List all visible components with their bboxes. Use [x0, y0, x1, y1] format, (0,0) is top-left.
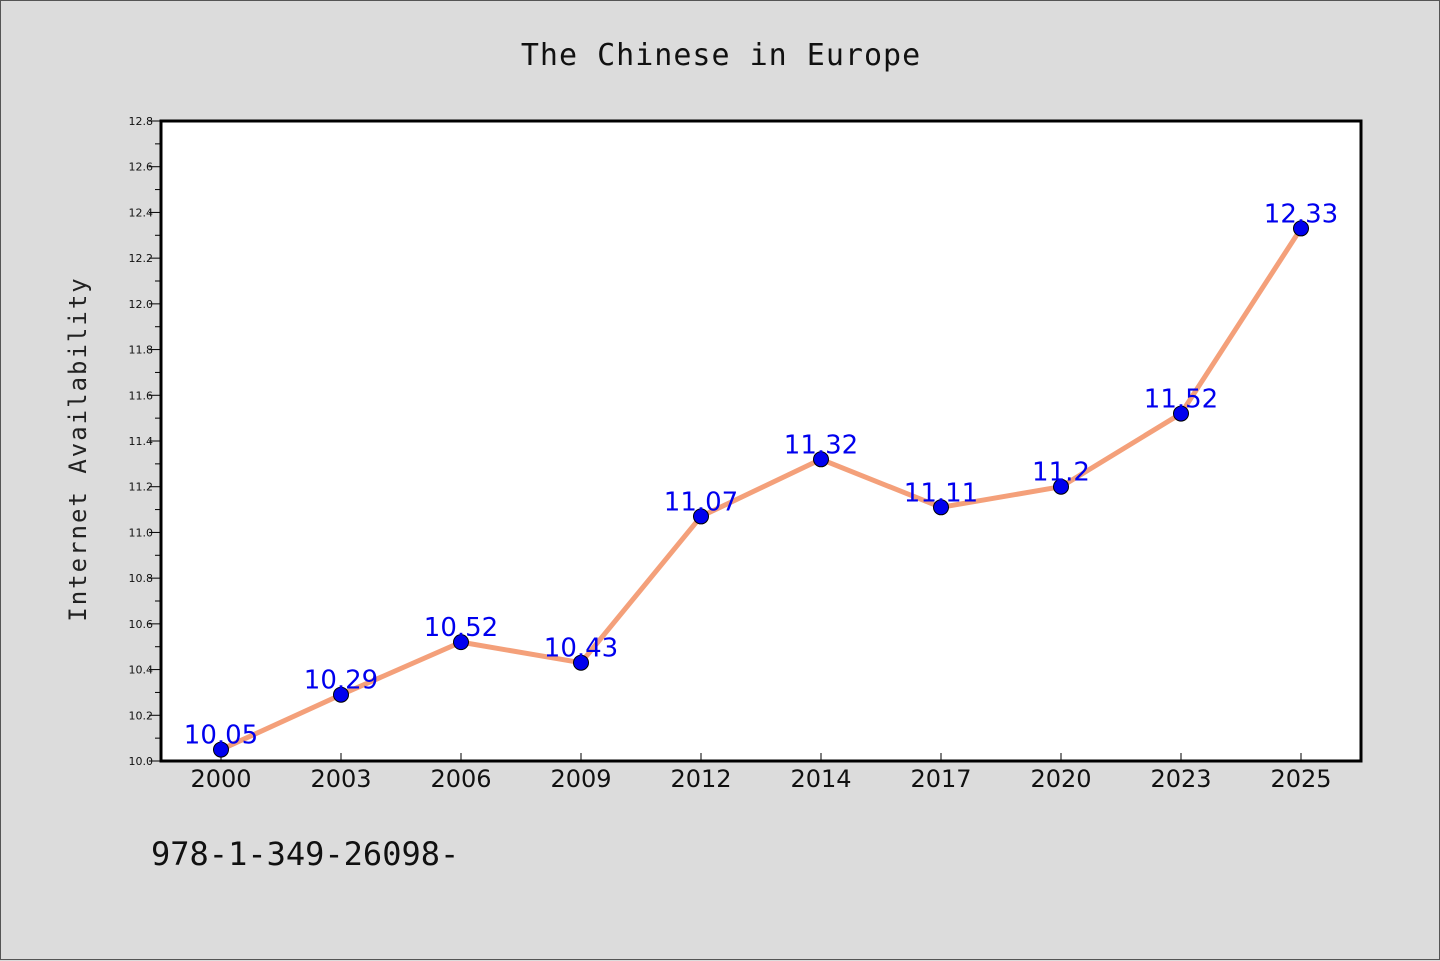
y-tick-label: 12.2	[129, 252, 154, 265]
x-tick-label: 2014	[790, 765, 851, 793]
y-tick-label: 10.0	[129, 755, 154, 768]
y-tick-label: 11.2	[129, 481, 154, 494]
x-tick-label: 2025	[1270, 765, 1331, 793]
x-axis-ticks: 2000 2003 2006 2009 2012 2014 2017 2020 2023 2025	[190, 753, 1332, 793]
y-tick-label: 12.4	[129, 206, 154, 219]
x-tick-label: 2000	[190, 765, 251, 793]
series-line	[218, 225, 1304, 753]
y-tick-label: 12.6	[129, 161, 154, 174]
x-tick-label: 2017	[910, 765, 971, 793]
data-label: 11.2	[1032, 458, 1090, 488]
data-label: 10.43	[544, 634, 618, 664]
data-label: 10.52	[424, 613, 498, 643]
chart-title: The Chinese in Europe	[521, 38, 921, 73]
y-tick-label: 10.6	[129, 618, 154, 631]
plot-area	[159, 119, 1363, 763]
data-point-marker	[453, 634, 469, 651]
series-group: 10.05 10.29 10.52 10.43 11.07 11.32 11.11 11.2 1…	[184, 199, 1338, 758]
data-point-marker	[933, 499, 949, 516]
x-tick-label: 2020	[1030, 765, 1091, 793]
y-tick-label: 12.8	[129, 115, 154, 128]
y-tick-label: 11.8	[129, 344, 154, 357]
data-label: 10.29	[304, 666, 378, 696]
y-tick-label: 11.6	[129, 389, 154, 402]
x-tick-label: 2012	[670, 765, 731, 793]
y-axis-ticks: 10.0 10.2 10.4 10.6 10.8 11.0 11.2 11.4 11.6 11.8…	[129, 115, 161, 768]
data-label: 11.11	[904, 478, 978, 508]
x-tick-label: 2023	[1150, 765, 1211, 793]
data-label: 11.52	[1144, 385, 1218, 415]
data-label: 12.33	[1264, 199, 1338, 229]
data-point-marker	[813, 451, 829, 468]
y-tick-label: 10.4	[129, 664, 154, 677]
data-label: 10.05	[184, 721, 258, 751]
x-tick-label: 2003	[310, 765, 371, 793]
data-point-marker	[213, 741, 229, 758]
y-tick-label: 10.2	[129, 709, 154, 722]
data-point-marker	[693, 508, 709, 525]
data-label: 11.32	[784, 430, 858, 460]
x-tick-label: 2006	[430, 765, 491, 793]
data-point-marker	[1053, 478, 1069, 495]
data-label: 11.07	[664, 487, 738, 517]
footnote-isbn: 978-1-349-26098-	[151, 835, 459, 873]
data-point-marker	[333, 686, 349, 703]
data-point-marker	[573, 654, 589, 671]
y-tick-label: 10.8	[129, 572, 154, 585]
x-tick-label: 2009	[550, 765, 611, 793]
y-tick-label: 11.0	[129, 526, 154, 539]
y-axis-label: Internet Availability	[64, 276, 92, 621]
y-tick-label: 11.4	[129, 435, 154, 448]
y-tick-label: 12.0	[129, 298, 154, 311]
data-point-marker	[1173, 405, 1189, 422]
data-point-marker	[1293, 220, 1309, 237]
